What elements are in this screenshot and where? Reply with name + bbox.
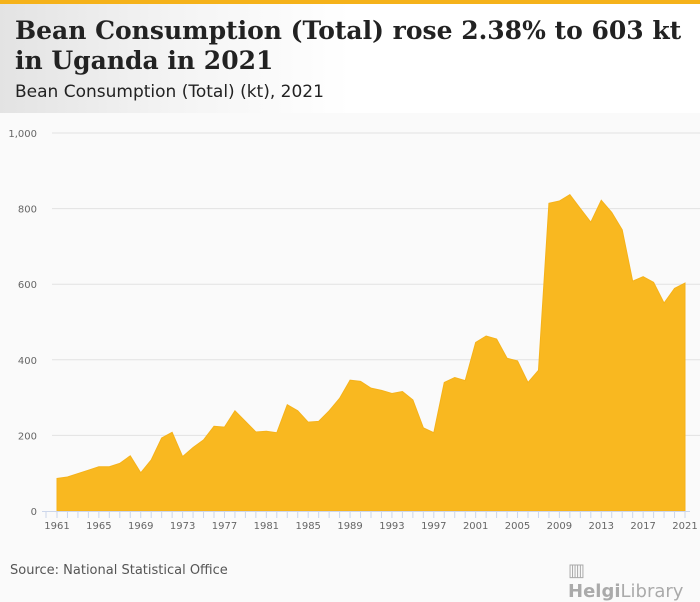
y-tick-label: 0 — [31, 507, 37, 518]
chart-subtitle: Bean Consumption (Total) (kt), 2021 — [15, 82, 324, 102]
x-tick-label: 1997 — [421, 521, 446, 532]
x-tick-label: 2013 — [589, 521, 614, 532]
x-tick-label: 1961 — [44, 521, 69, 532]
x-tick-label: 2001 — [463, 521, 488, 532]
area-chart: 0 200 400 600 800 1,000 1961 1965 1969 1973 1977 19… — [0, 113, 700, 553]
y-tick-label: 600 — [18, 280, 37, 291]
x-tick-label: 1993 — [379, 521, 404, 532]
header: Bean Consumption (Total) rose 2.38% to 6… — [0, 4, 700, 113]
x-tick-label: 1989 — [337, 521, 362, 532]
x-tick-label: 2017 — [630, 521, 655, 532]
x-tick-label: 1977 — [212, 521, 237, 532]
x-tick-label: 2021 — [672, 521, 697, 532]
y-tick-label: 1,000 — [8, 129, 37, 140]
source-note: Source: National Statistical Office — [10, 563, 228, 578]
page-title: Bean Consumption (Total) rose 2.38% to 6… — [15, 16, 685, 76]
x-tick-label: 1985 — [295, 521, 320, 532]
x-tick-label: 2009 — [547, 521, 572, 532]
x-tick-label: 2005 — [505, 521, 530, 532]
y-tick-label: 400 — [18, 356, 37, 367]
area-series — [57, 195, 685, 511]
y-tick-label: 200 — [18, 431, 37, 442]
x-tick-label: 1973 — [170, 521, 195, 532]
x-tick-label: 1965 — [86, 521, 111, 532]
y-tick-label: 800 — [18, 205, 37, 216]
x-tick-label: 1981 — [254, 521, 279, 532]
x-tick-label: 1969 — [128, 521, 153, 532]
